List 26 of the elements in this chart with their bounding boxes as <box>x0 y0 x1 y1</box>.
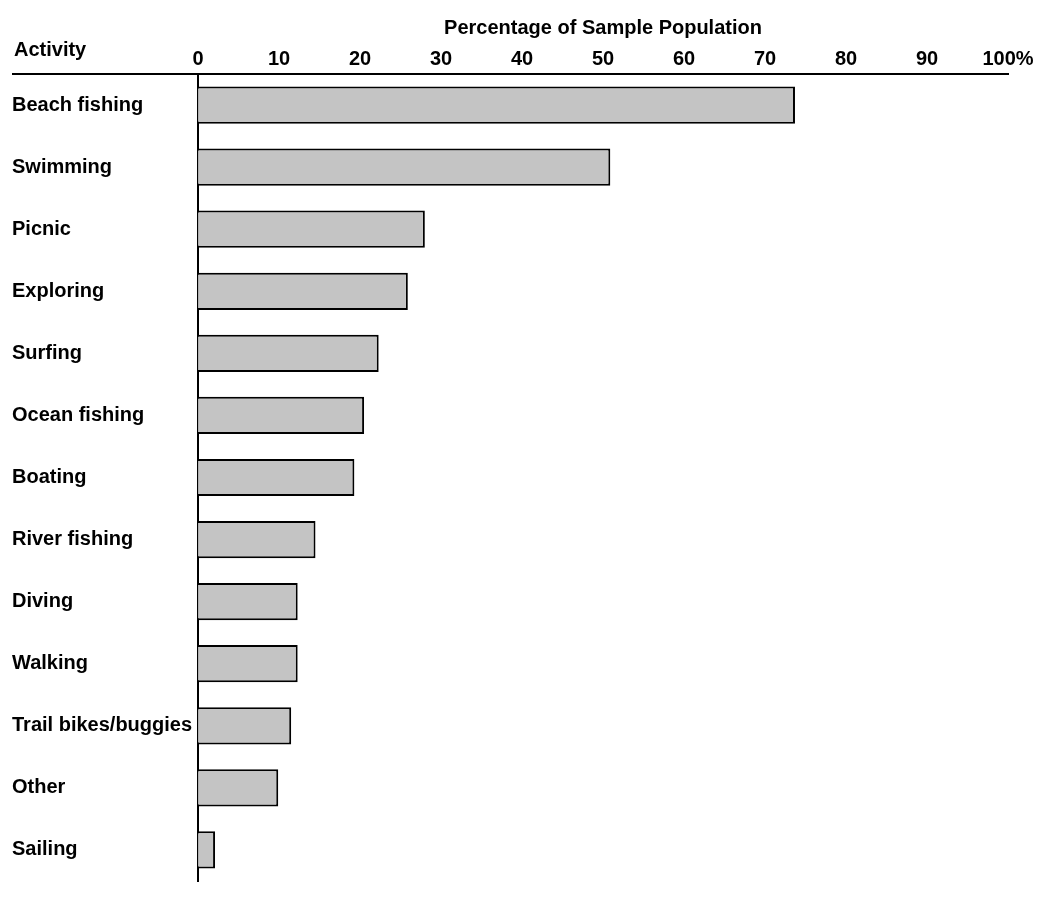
x-tick-label: 70 <box>753 46 777 69</box>
y-tick-label: Sailing <box>12 837 78 860</box>
x-tick-label: 10 <box>267 46 291 69</box>
x-tick-label: 90 <box>915 46 939 69</box>
x-tick-label: 0 <box>192 46 204 69</box>
y-tick-label: River fishing <box>12 527 134 550</box>
y-tick-label: Exploring <box>12 278 105 301</box>
y-tick-label: Trail bikes/buggies <box>12 713 193 736</box>
y-tick-label: Picnic <box>12 216 71 239</box>
y-tick-label: Beach fishing <box>12 92 144 115</box>
x-tick-label: 80 <box>834 46 858 69</box>
y-tick-label: Diving <box>12 589 74 612</box>
x-tick-label: 50 <box>591 46 615 69</box>
x-axis-title: Percentage of Sample Population <box>444 15 762 38</box>
y-tick-label: Ocean fishing <box>12 402 145 425</box>
y-tick-label: Swimming <box>12 154 113 177</box>
y-tick-label: Other <box>12 775 66 798</box>
x-tick-label: 40 <box>510 46 534 69</box>
y-tick-label: Boating <box>12 465 87 488</box>
y-tick-label: Walking <box>12 651 88 674</box>
x-tick-label: 60 <box>672 46 696 69</box>
x-tick-label: 30 <box>429 46 453 69</box>
x-tick-label: 100% <box>982 46 1034 69</box>
y-tick-label: Surfing <box>12 340 82 363</box>
y-axis-title: Activity <box>14 37 88 60</box>
x-tick-label: 20 <box>348 46 372 69</box>
